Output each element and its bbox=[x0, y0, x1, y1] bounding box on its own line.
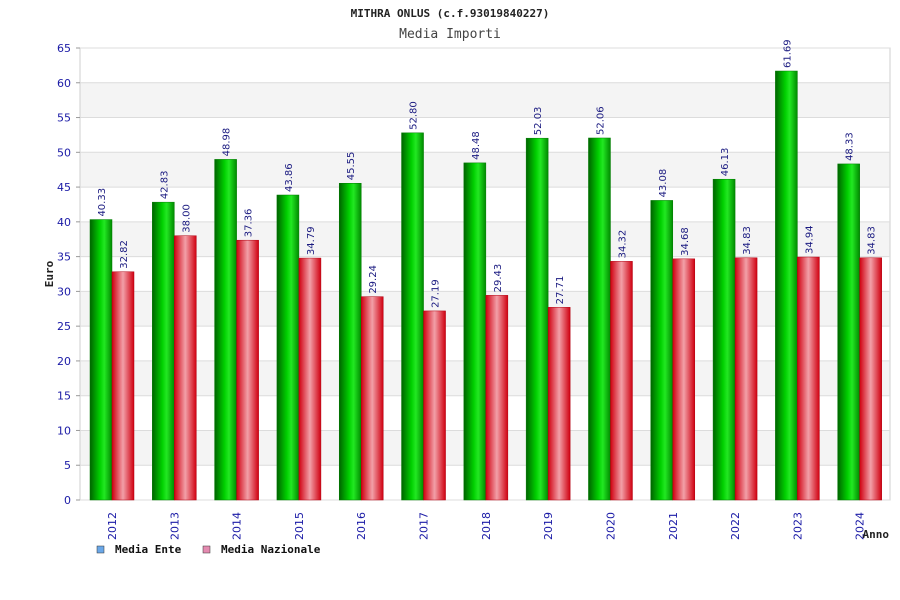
y-tick-label: 0 bbox=[64, 494, 71, 507]
x-tick-label: 2023 bbox=[791, 512, 804, 540]
x-tick-label: 2019 bbox=[542, 512, 555, 540]
y-tick-label: 20 bbox=[57, 355, 71, 368]
x-tick-label: 2021 bbox=[667, 512, 680, 540]
bar-media-ente-2016 bbox=[338, 183, 362, 501]
value-label: 43.86 bbox=[284, 163, 295, 192]
y-axis-label: Euro bbox=[43, 260, 56, 287]
value-label: 29.43 bbox=[493, 264, 504, 293]
value-label: 37.36 bbox=[244, 209, 255, 238]
bar-media-ente-2022 bbox=[712, 178, 736, 501]
bar-media-ente-2018 bbox=[463, 162, 487, 501]
value-label: 42.83 bbox=[159, 171, 170, 200]
bar-media-ente-2020 bbox=[588, 137, 611, 501]
bars bbox=[89, 70, 882, 501]
y-axis-ticks: 0 5 10 15 20 25 30 35 40 45 50 55 60 65 bbox=[57, 42, 80, 507]
value-label: 34.83 bbox=[867, 226, 878, 255]
legend-swatch-media-nazionale bbox=[202, 545, 211, 554]
value-label: 45.55 bbox=[346, 152, 357, 181]
y-tick-label: 5 bbox=[64, 459, 71, 472]
y-tick-label: 15 bbox=[57, 390, 71, 403]
bar-media-nazionale-2014 bbox=[236, 239, 259, 501]
y-tick-label: 50 bbox=[57, 146, 71, 159]
bar-media-nazionale-2020 bbox=[610, 261, 633, 501]
y-tick-label: 30 bbox=[57, 285, 71, 298]
x-tick-label: 2024 bbox=[854, 512, 867, 540]
value-label: 34.68 bbox=[680, 227, 691, 256]
x-axis-label: Anno bbox=[863, 528, 890, 541]
bar-media-nazionale-2012 bbox=[111, 271, 135, 501]
bar-media-nazionale-2019 bbox=[547, 307, 571, 501]
bar-media-ente-2013 bbox=[152, 201, 175, 501]
value-label: 48.98 bbox=[222, 128, 233, 157]
y-tick-label: 55 bbox=[57, 112, 71, 125]
x-tick-label: 2015 bbox=[293, 512, 306, 540]
x-tick-label: 2018 bbox=[480, 512, 493, 540]
bar-media-nazionale-2022 bbox=[734, 257, 758, 501]
bar-media-ente-2023 bbox=[775, 70, 798, 501]
chart-title: MITHRA ONLUS (c.f.93019840227) bbox=[351, 7, 550, 20]
bar-media-nazionale-2021 bbox=[672, 258, 696, 501]
legend-label-media-ente: Media Ente bbox=[115, 543, 182, 556]
value-labels: 40.33 32.82 42.83 38.00 48.98 37.36 43.86 34.79… bbox=[97, 39, 878, 308]
value-label: 34.32 bbox=[617, 230, 628, 259]
y-tick-label: 65 bbox=[57, 42, 71, 55]
value-label: 48.33 bbox=[845, 132, 856, 161]
x-tick-label: 2020 bbox=[604, 512, 617, 540]
value-label: 48.48 bbox=[471, 131, 482, 160]
value-label: 46.13 bbox=[720, 148, 731, 177]
bar-media-ente-2012 bbox=[89, 219, 113, 501]
bar-media-ente-2017 bbox=[401, 132, 424, 501]
bar-media-ente-2019 bbox=[525, 137, 549, 501]
legend-swatch-media-ente bbox=[96, 545, 105, 554]
legend-label-media-nazionale: Media Nazionale bbox=[221, 543, 321, 556]
chart-subtitle: Media Importi bbox=[399, 27, 501, 42]
value-label: 40.33 bbox=[97, 188, 108, 217]
x-tick-label: 2014 bbox=[231, 512, 244, 540]
value-label: 34.94 bbox=[804, 225, 815, 254]
x-tick-label: 2016 bbox=[355, 512, 368, 540]
y-tick-label: 25 bbox=[57, 320, 71, 333]
y-tick-label: 10 bbox=[57, 424, 71, 437]
bar-media-ente-2021 bbox=[650, 200, 674, 501]
bar-media-nazionale-2024 bbox=[859, 257, 882, 501]
value-label: 34.79 bbox=[306, 226, 317, 255]
value-label: 61.69 bbox=[782, 39, 793, 68]
x-tick-label: 2022 bbox=[729, 512, 742, 540]
bar-media-nazionale-2023 bbox=[797, 256, 820, 501]
value-label: 43.08 bbox=[658, 169, 669, 198]
bar-media-ente-2024 bbox=[837, 163, 860, 501]
legend: Media Ente Media Nazionale bbox=[96, 543, 321, 556]
value-label: 29.24 bbox=[368, 265, 379, 294]
value-label: 52.03 bbox=[533, 107, 544, 136]
y-tick-label: 45 bbox=[57, 181, 71, 194]
bar-media-nazionale-2018 bbox=[485, 295, 509, 501]
grid-band bbox=[80, 82, 890, 118]
value-label: 27.19 bbox=[431, 279, 442, 308]
value-label: 27.71 bbox=[555, 276, 566, 305]
x-tick-label: 2017 bbox=[418, 512, 431, 540]
bar-media-ente-2014 bbox=[214, 159, 237, 501]
y-tick-label: 35 bbox=[57, 251, 71, 264]
x-tick-label: 2013 bbox=[168, 512, 181, 540]
value-label: 52.80 bbox=[409, 101, 420, 130]
bar-media-nazionale-2016 bbox=[360, 296, 384, 501]
y-tick-label: 40 bbox=[57, 216, 71, 229]
y-tick-label: 60 bbox=[57, 77, 71, 90]
value-label: 38.00 bbox=[181, 204, 192, 233]
bar-media-ente-2015 bbox=[276, 194, 300, 501]
bar-media-nazionale-2013 bbox=[174, 235, 197, 501]
x-axis-ticks: 2012 2013 2014 2015 2016 2017 2018 2019 2020 2021… bbox=[106, 512, 867, 540]
x-tick-label: 2012 bbox=[106, 512, 119, 540]
bar-media-nazionale-2017 bbox=[423, 310, 446, 501]
value-label: 34.83 bbox=[742, 226, 753, 255]
value-label: 52.06 bbox=[595, 106, 606, 135]
value-label: 32.82 bbox=[119, 240, 130, 269]
bar-media-nazionale-2015 bbox=[298, 257, 322, 501]
